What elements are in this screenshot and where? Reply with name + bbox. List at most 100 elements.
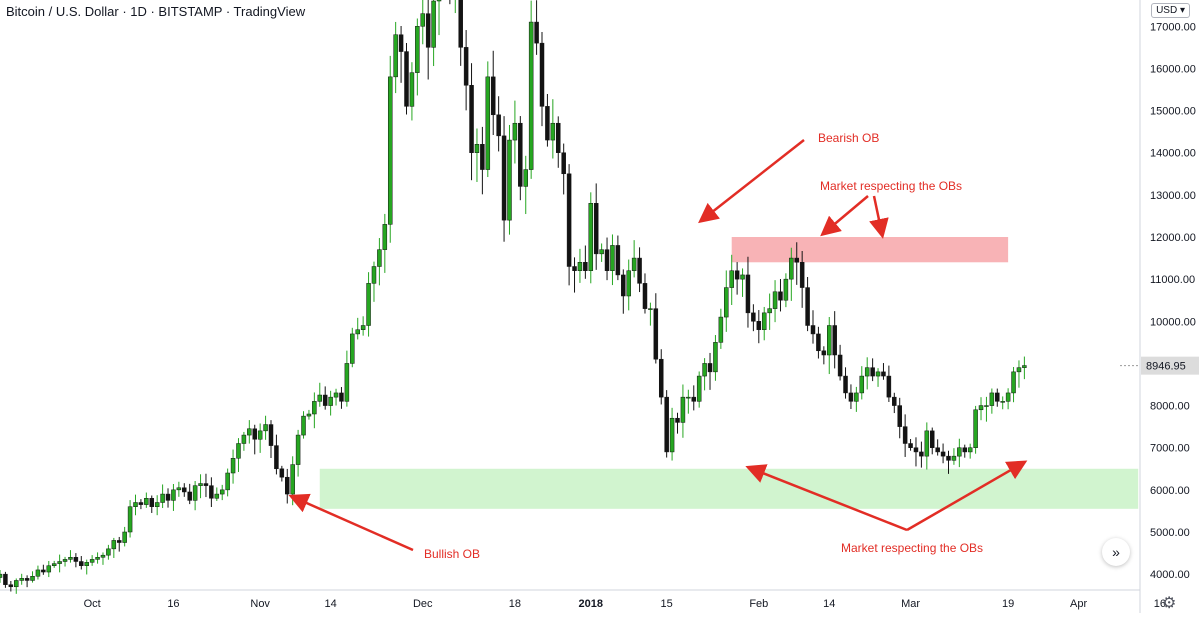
candle-body <box>913 447 919 453</box>
candle-body <box>658 358 664 398</box>
candle-body <box>295 434 301 465</box>
candle-body <box>8 584 14 588</box>
candle-body <box>252 428 257 440</box>
candle-body <box>377 249 382 267</box>
candle-body <box>756 321 762 330</box>
candle-body <box>702 363 707 377</box>
candle-body <box>480 144 485 170</box>
candle-body <box>528 21 534 170</box>
candle-body <box>333 392 339 398</box>
candle-body <box>610 245 615 271</box>
candle-body <box>615 245 621 276</box>
currency-label: USD <box>1156 5 1178 16</box>
candle-body <box>523 169 528 187</box>
bullish-ob-arrow <box>288 493 414 552</box>
time-tick-label: 16 <box>167 598 179 610</box>
candle-body <box>675 417 680 423</box>
candle-body <box>382 224 388 250</box>
bearish-ob-arrow <box>698 139 805 224</box>
top-respect-arrow-right <box>869 195 889 239</box>
candle-body <box>984 405 989 407</box>
last-price-tag <box>1141 356 1199 375</box>
candle-body <box>30 576 35 581</box>
candle-body <box>95 557 100 560</box>
bottom-respect-arrow-right <box>906 460 1028 532</box>
candle-body <box>371 266 377 284</box>
candle-body <box>247 428 252 436</box>
candle-body <box>642 283 648 309</box>
bearish-ob-label: Bearish OB <box>818 131 879 145</box>
candle-body <box>566 173 572 267</box>
candle-body <box>192 485 198 501</box>
candle-body <box>366 283 371 326</box>
candle-body <box>518 122 523 187</box>
market-respecting-top-label: Market respecting the OBs <box>820 179 962 193</box>
candle-body <box>724 287 729 318</box>
time-tick-label: Dec <box>413 598 433 610</box>
candle-body <box>854 392 859 402</box>
candle-body <box>339 392 344 402</box>
candle-body <box>886 375 892 398</box>
candle-body <box>772 291 778 309</box>
candle-body <box>556 122 561 153</box>
candle-body <box>485 76 491 170</box>
candle-body <box>350 333 355 364</box>
candle-body <box>935 447 940 453</box>
candle-body <box>892 396 897 406</box>
price-tick-label: 10000.00 <box>1150 316 1196 328</box>
candle-body <box>767 308 772 314</box>
candle-body <box>902 426 908 444</box>
chart-title: Bitcoin / U.S. Dollar · 1D · BITSTAMP · … <box>6 4 306 19</box>
candle-body <box>111 540 117 550</box>
candle-body <box>198 483 203 486</box>
candle-body <box>203 483 209 486</box>
price-tick-label: 5000.00 <box>1150 527 1190 539</box>
gear-icon[interactable]: ⚙ <box>1162 595 1177 612</box>
candle-body <box>870 367 875 377</box>
candle-body <box>122 531 127 543</box>
candle-body <box>919 451 924 457</box>
candle-body <box>621 274 626 297</box>
candle-body <box>230 458 236 474</box>
candle-body <box>664 396 669 453</box>
candle-body <box>740 274 745 280</box>
time-tick-label: Nov <box>250 598 270 610</box>
candle-body <box>257 430 263 440</box>
scroll-to-realtime-button[interactable]: » <box>1102 538 1130 566</box>
candle-body <box>827 325 832 356</box>
candle-body <box>967 447 973 453</box>
candle-body <box>745 274 751 314</box>
candle-body <box>816 333 821 352</box>
candle-body <box>572 266 577 271</box>
time-tick-label: Oct <box>84 598 101 610</box>
candle-body <box>420 13 426 27</box>
candle-body <box>236 443 241 459</box>
candle-body <box>1000 401 1005 403</box>
candle-body <box>539 42 545 107</box>
candle-body <box>425 13 431 48</box>
candle-body <box>507 139 512 221</box>
price-tick-label: 13000.00 <box>1150 190 1196 202</box>
time-tick-label: 15 <box>661 598 673 610</box>
candle-body <box>951 455 957 461</box>
candle-body <box>686 396 691 399</box>
currency-selector[interactable]: USD ▾ <box>1151 3 1190 18</box>
candle-body <box>734 270 740 280</box>
candle-body <box>1011 371 1016 394</box>
candle-body <box>409 72 415 107</box>
candle-body <box>778 291 783 301</box>
price-tick-label: 12000.00 <box>1150 232 1196 244</box>
candle-body <box>393 34 398 78</box>
candle-body <box>962 447 968 453</box>
price-tick-label: 4000.00 <box>1150 569 1190 581</box>
candle-body <box>57 561 62 564</box>
candle-body <box>431 0 436 48</box>
price-tick-label: 16000.00 <box>1150 63 1196 75</box>
candle-body <box>696 375 702 402</box>
candle-body <box>946 455 951 461</box>
candle-body <box>79 561 84 566</box>
time-tick-label: 18 <box>509 598 521 610</box>
candle-body <box>1016 367 1022 373</box>
candle-body <box>149 498 155 507</box>
